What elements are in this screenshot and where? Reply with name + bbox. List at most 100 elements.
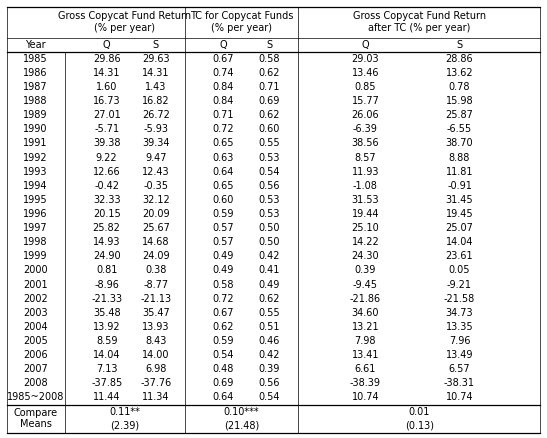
Text: 0.67: 0.67: [212, 308, 234, 318]
Text: Gross Copycat Fund Return
(% per year): Gross Copycat Fund Return (% per year): [58, 11, 191, 33]
Text: 0.42: 0.42: [258, 350, 280, 360]
Text: 13.62: 13.62: [446, 68, 473, 78]
Text: 35.47: 35.47: [142, 308, 170, 318]
Text: 13.49: 13.49: [446, 350, 473, 360]
Text: 0.67: 0.67: [212, 54, 234, 64]
Text: 13.93: 13.93: [142, 322, 170, 332]
Text: -21.33: -21.33: [91, 294, 122, 304]
Text: 27.01: 27.01: [93, 110, 120, 120]
Text: 14.04: 14.04: [93, 350, 120, 360]
Text: 15.77: 15.77: [352, 96, 379, 106]
Text: 0.54: 0.54: [212, 350, 234, 360]
Text: 13.21: 13.21: [352, 322, 379, 332]
Text: 0.69: 0.69: [212, 378, 234, 389]
Text: 38.56: 38.56: [352, 138, 379, 148]
Text: 0.58: 0.58: [258, 54, 280, 64]
Text: 14.22: 14.22: [352, 237, 379, 247]
Text: 1988: 1988: [24, 96, 48, 106]
Text: 12.66: 12.66: [93, 167, 120, 177]
Text: 0.10***: 0.10***: [224, 406, 259, 417]
Text: 1990: 1990: [24, 124, 48, 134]
Text: 0.39: 0.39: [258, 364, 280, 374]
Text: 8.59: 8.59: [96, 336, 118, 346]
Text: 0.38: 0.38: [145, 265, 167, 276]
Text: 25.67: 25.67: [142, 223, 170, 233]
Text: 2000: 2000: [23, 265, 48, 276]
Text: 0.49: 0.49: [212, 265, 234, 276]
Text: 0.65: 0.65: [212, 138, 234, 148]
Text: 0.62: 0.62: [258, 68, 280, 78]
Text: 1996: 1996: [24, 209, 48, 219]
Text: 39.34: 39.34: [142, 138, 170, 148]
Text: -6.39: -6.39: [353, 124, 378, 134]
Text: 6.61: 6.61: [354, 364, 376, 374]
Text: 1993: 1993: [24, 167, 48, 177]
Text: Compare
Means: Compare Means: [14, 408, 57, 429]
Text: 1999: 1999: [24, 251, 48, 261]
Text: 0.62: 0.62: [258, 110, 280, 120]
Text: -9.45: -9.45: [353, 279, 378, 290]
Text: 8.43: 8.43: [145, 336, 167, 346]
Text: 0.81: 0.81: [96, 265, 118, 276]
Text: -6.55: -6.55: [447, 124, 472, 134]
Text: 0.54: 0.54: [258, 392, 280, 403]
Text: 0.57: 0.57: [212, 223, 234, 233]
Text: TC for Copycat Funds
(% per year): TC for Copycat Funds (% per year): [190, 11, 293, 33]
Text: 9.47: 9.47: [145, 152, 167, 162]
Text: -5.71: -5.71: [94, 124, 119, 134]
Text: 1985~2008: 1985~2008: [7, 392, 64, 403]
Text: 0.01: 0.01: [409, 406, 430, 417]
Text: 14.04: 14.04: [446, 237, 473, 247]
Text: 34.73: 34.73: [446, 308, 473, 318]
Text: -37.85: -37.85: [91, 378, 123, 389]
Text: 1985: 1985: [23, 54, 48, 64]
Text: 2001: 2001: [23, 279, 48, 290]
Text: -38.31: -38.31: [444, 378, 475, 389]
Text: 2006: 2006: [23, 350, 48, 360]
Text: 11.93: 11.93: [352, 167, 379, 177]
Text: 32.12: 32.12: [142, 195, 170, 205]
Text: 0.55: 0.55: [258, 308, 280, 318]
Text: -38.39: -38.39: [350, 378, 381, 389]
Text: 0.72: 0.72: [212, 124, 234, 134]
Text: 0.41: 0.41: [258, 265, 280, 276]
Text: (0.13): (0.13): [405, 420, 434, 431]
Text: 0.49: 0.49: [258, 279, 280, 290]
Text: Q: Q: [219, 40, 227, 49]
Text: 10.74: 10.74: [446, 392, 473, 403]
Text: 25.87: 25.87: [446, 110, 473, 120]
Text: 29.63: 29.63: [142, 54, 170, 64]
Text: 32.33: 32.33: [93, 195, 120, 205]
Text: 11.34: 11.34: [142, 392, 170, 403]
Text: 1997: 1997: [23, 223, 48, 233]
Text: 19.44: 19.44: [352, 209, 379, 219]
Text: 10.74: 10.74: [352, 392, 379, 403]
Text: 0.62: 0.62: [258, 294, 280, 304]
Text: S: S: [266, 40, 272, 49]
Text: 0.85: 0.85: [354, 82, 376, 92]
Text: Q: Q: [362, 40, 369, 49]
Text: 0.72: 0.72: [212, 294, 234, 304]
Text: 20.09: 20.09: [142, 209, 170, 219]
Text: 29.86: 29.86: [93, 54, 120, 64]
Text: 1986: 1986: [24, 68, 48, 78]
Text: 39.38: 39.38: [93, 138, 120, 148]
Text: 20.15: 20.15: [93, 209, 120, 219]
Text: -9.21: -9.21: [447, 279, 472, 290]
Text: 2004: 2004: [23, 322, 48, 332]
Text: 14.93: 14.93: [93, 237, 120, 247]
Text: 0.58: 0.58: [212, 279, 234, 290]
Text: -0.91: -0.91: [447, 181, 472, 191]
Text: 13.41: 13.41: [352, 350, 379, 360]
Text: 0.50: 0.50: [258, 237, 280, 247]
Text: 1991: 1991: [24, 138, 48, 148]
Text: 0.51: 0.51: [258, 322, 280, 332]
Text: 0.62: 0.62: [212, 322, 234, 332]
Text: Year: Year: [25, 40, 46, 49]
Text: 31.53: 31.53: [352, 195, 379, 205]
Text: 28.86: 28.86: [446, 54, 473, 64]
Text: 1995: 1995: [23, 195, 48, 205]
Text: 0.84: 0.84: [212, 82, 234, 92]
Text: 0.59: 0.59: [212, 336, 234, 346]
Text: 11.44: 11.44: [93, 392, 120, 403]
